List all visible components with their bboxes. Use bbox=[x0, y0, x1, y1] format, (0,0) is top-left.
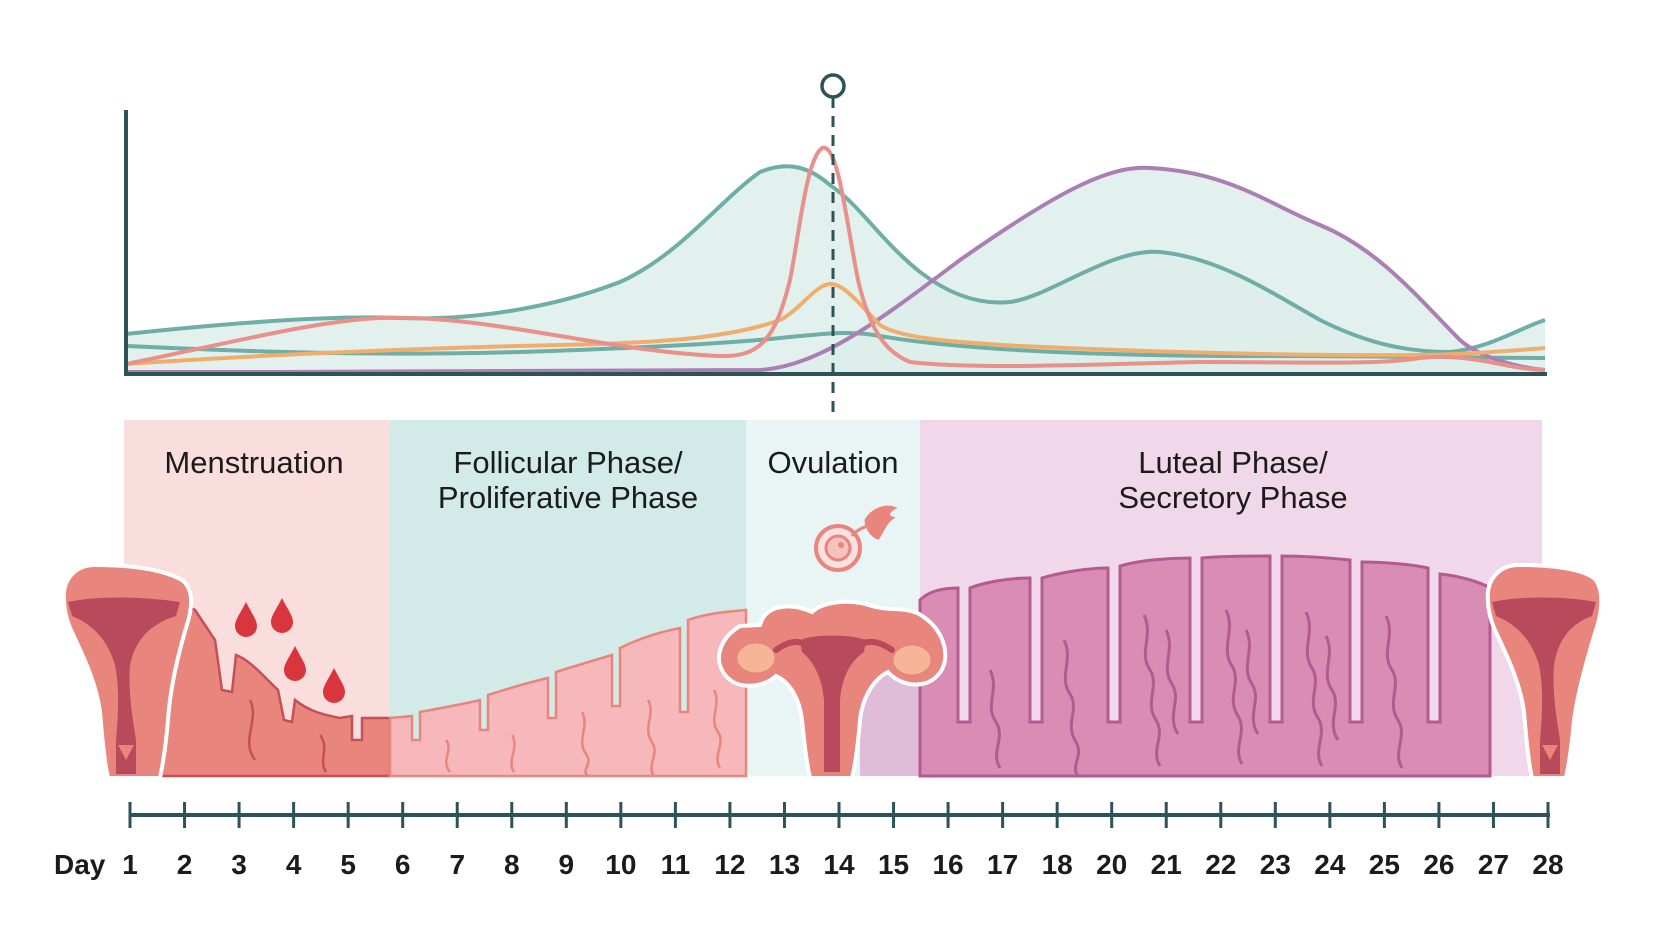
day-tick-label: 25 bbox=[1369, 849, 1400, 880]
day-tick-label: 28 bbox=[1532, 849, 1563, 880]
uterus-icon-right bbox=[1485, 562, 1604, 780]
ovulation-marker-circle bbox=[820, 73, 846, 99]
day-tick-label: 10 bbox=[605, 849, 636, 880]
day-tick-label: 13 bbox=[769, 849, 800, 880]
day-tick-label: 12 bbox=[714, 849, 745, 880]
day-tick-label: 11 bbox=[661, 849, 691, 880]
day-tick-label: 6 bbox=[395, 849, 411, 880]
day-tick-label: 21 bbox=[1151, 849, 1182, 880]
egg-sperm-illustration bbox=[814, 505, 898, 572]
secretory-lining bbox=[918, 554, 1492, 778]
day-tick-label: 17 bbox=[987, 849, 1018, 880]
day-tick-label: 8 bbox=[504, 849, 520, 880]
phase-label-luteal-line2: Secretory Phase bbox=[1118, 480, 1347, 515]
day-tick-label: 16 bbox=[932, 849, 963, 880]
day-ticks: 1 2 3 4 5 6 7 8 9 10 11 12 13 14 15 16 17 18 20 21 22 23 24 25 2… bbox=[122, 802, 1564, 880]
day-tick-label: 1 bbox=[122, 849, 138, 880]
day-tick-label: 20 bbox=[1096, 849, 1127, 880]
day-axis-label: Day bbox=[54, 849, 106, 880]
blood-drop bbox=[323, 668, 345, 703]
uterus-icon-center bbox=[716, 599, 948, 780]
day-tick-label: 15 bbox=[878, 849, 909, 880]
estrogen-curve bbox=[125, 164, 1546, 355]
phase-label-menstruation: Menstruation bbox=[164, 445, 343, 480]
day-tick-label: 27 bbox=[1478, 849, 1509, 880]
fsh-curve bbox=[125, 281, 1546, 366]
day-tick-label: 26 bbox=[1423, 849, 1454, 880]
proliferative-lining bbox=[388, 608, 748, 778]
day-tick-label: 22 bbox=[1205, 849, 1236, 880]
blood-drop bbox=[235, 602, 257, 637]
day-tick-label: 9 bbox=[559, 849, 575, 880]
day-tick-label: 5 bbox=[340, 849, 356, 880]
phase-label-follicular-line2: Proliferative Phase bbox=[438, 480, 698, 515]
phase-label-luteal-line1: Luteal Phase/ bbox=[1138, 445, 1328, 480]
sperm-icon bbox=[850, 505, 898, 540]
day-tick-label: 14 bbox=[823, 849, 855, 880]
day-tick-label: 2 bbox=[177, 849, 193, 880]
phase-label-follicular-line1: Follicular Phase/ bbox=[453, 445, 683, 480]
blood-drop bbox=[271, 598, 293, 633]
day-tick-label: 3 bbox=[231, 849, 247, 880]
day-tick-label: 7 bbox=[449, 849, 465, 880]
day-tick-label: 24 bbox=[1314, 849, 1346, 880]
uterus-icon-left bbox=[61, 562, 194, 780]
phase-labels: Menstruation Follicular Phase/ Prolifera… bbox=[164, 445, 1347, 515]
day-tick-label: 4 bbox=[286, 849, 302, 880]
day-axis: 1 2 3 4 5 6 7 8 9 10 11 12 13 14 15 16 17 18 20 21 22 23 24 25 2… bbox=[54, 802, 1564, 880]
day-tick-label: 18 bbox=[1042, 849, 1073, 880]
hormone-chart bbox=[124, 73, 1547, 418]
phase-label-ovulation: Ovulation bbox=[768, 445, 899, 480]
blood-drop bbox=[284, 646, 306, 681]
day-tick-label: 23 bbox=[1260, 849, 1291, 880]
progesterone-curve bbox=[125, 165, 1546, 374]
endometrium bbox=[148, 554, 1492, 778]
